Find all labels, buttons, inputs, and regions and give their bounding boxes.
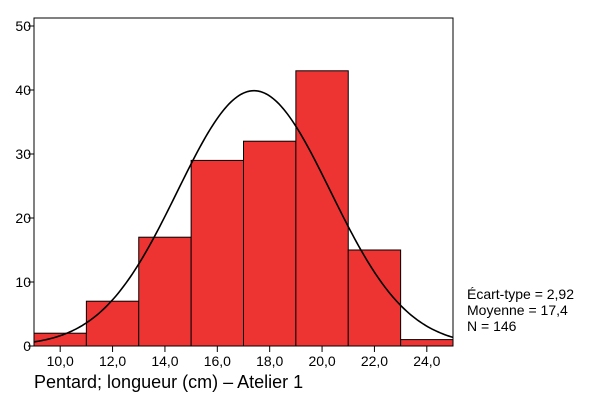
- y-axis: 0 10 20 30 40 50: [15, 18, 34, 354]
- x-tick-label-6: 22,0: [361, 353, 388, 369]
- histogram-bars: [33, 70, 454, 347]
- x-axis: 10,0 12,0 14,0 16,0 18,0 20,0 22,0 24,0: [47, 346, 441, 369]
- y-tick-label-2: 20: [15, 210, 31, 226]
- y-tick-label-1: 10: [15, 274, 31, 290]
- y-tick-label-3: 30: [15, 146, 31, 162]
- x-tick-label-4: 18,0: [256, 353, 283, 369]
- stat-stddev: Écart-type = 2,92: [467, 286, 575, 302]
- stat-mean: Moyenne = 17,4: [467, 302, 568, 318]
- histogram-bar-1: [85, 300, 140, 347]
- x-tick-label-7: 24,0: [413, 353, 440, 369]
- histogram-bar-5: [295, 70, 349, 347]
- y-tick-label-0: 0: [23, 338, 31, 354]
- x-tick-label-3: 16,0: [204, 353, 231, 369]
- x-tick-label-5: 20,0: [308, 353, 335, 369]
- normal-curve: [33, 89, 454, 343]
- x-tick-label-1: 12,0: [99, 353, 126, 369]
- x-tick-label-0: 10,0: [47, 353, 74, 369]
- histogram-bar-7: [400, 339, 454, 347]
- x-axis-label: Pentard; longueur (cm) – Atelier 1: [34, 372, 304, 392]
- histogram-bar-4: [243, 140, 297, 347]
- y-tick-label-5: 50: [15, 18, 31, 34]
- histogram-bar-3: [190, 159, 244, 347]
- y-tick-label-4: 40: [15, 82, 31, 98]
- histogram-bar-6: [347, 249, 402, 347]
- stats-box: Écart-type = 2,92 Moyenne = 17,4 N = 146: [467, 286, 574, 334]
- x-tick-label-2: 14,0: [151, 353, 178, 369]
- stat-n: N = 146: [467, 318, 517, 334]
- histogram-bar-2: [138, 236, 192, 347]
